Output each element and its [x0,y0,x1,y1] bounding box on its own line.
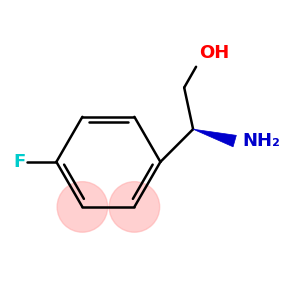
Circle shape [57,182,108,232]
Circle shape [109,182,160,232]
Polygon shape [193,129,236,147]
Text: OH: OH [199,44,229,62]
Text: NH₂: NH₂ [242,132,280,150]
Text: F: F [13,153,25,171]
